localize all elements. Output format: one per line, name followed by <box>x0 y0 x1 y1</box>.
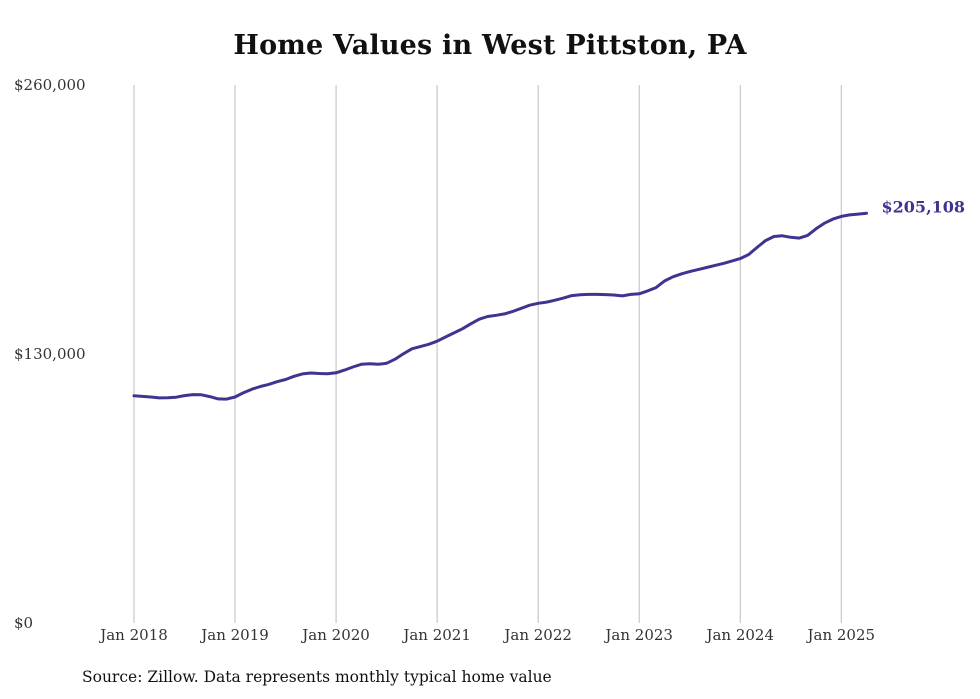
series-group: $205,108 <box>132 197 966 401</box>
gridlines <box>133 85 842 623</box>
x-tick-label: Jan 2025 <box>805 626 875 644</box>
y-tick-label: $0 <box>14 614 33 632</box>
x-tick-label: Jan 2023 <box>603 626 673 644</box>
x-axis-tick-labels: Jan 2018 Jan 2019 Jan 2020 Jan 2021 Jan 2022… <box>98 626 875 644</box>
x-tick-label: Jan 2022 <box>502 626 572 644</box>
x-tick-label: Jan 2019 <box>199 626 269 644</box>
x-tick-label: Jan 2024 <box>704 626 774 644</box>
x-tick-label: Jan 2020 <box>300 626 370 644</box>
end-value-label: $205,108 <box>882 197 966 216</box>
y-axis-tick-labels: $0 $130,000 $260,000 <box>14 76 86 632</box>
y-tick-label: $260,000 <box>14 76 86 94</box>
chart-title: Home Values in West Pittston, PA <box>233 30 747 61</box>
source-note: Source: Zillow. Data represents monthly … <box>82 668 552 686</box>
series-line <box>132 211 868 401</box>
y-tick-label: $130,000 <box>14 345 86 363</box>
x-tick-label: Jan 2018 <box>98 626 168 644</box>
x-tick-label: Jan 2021 <box>401 626 471 644</box>
